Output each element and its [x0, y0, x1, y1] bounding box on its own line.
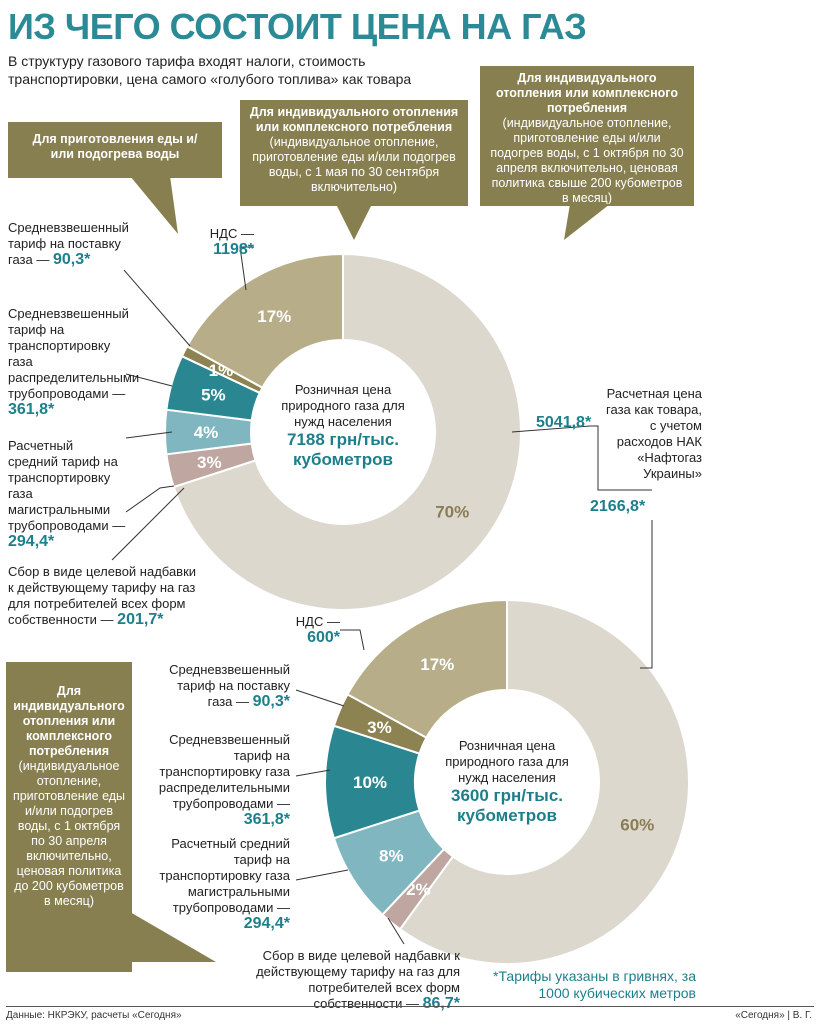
- top-vat-value: 1198*: [213, 241, 254, 258]
- chart1-label-market: 60%: [620, 815, 654, 834]
- market-label: Расчетная цена газа как товара, с учетом…: [606, 386, 702, 481]
- top-vat-text: НДС —: [209, 226, 254, 241]
- leader-line-3: [125, 485, 175, 513]
- leader-line-7: [640, 520, 653, 669]
- callout-summer: Для индивидуального отопления или компле…: [240, 100, 468, 206]
- market-top-value: 5041,8*: [536, 414, 592, 431]
- top-transmission-value: 294,4*: [8, 533, 55, 550]
- chart0-slice-market: [172, 252, 522, 611]
- callout-summer-pointer: [336, 204, 372, 240]
- leader-line-12: [387, 917, 405, 945]
- credit-text: «Сегодня» | В. Г.: [735, 1010, 812, 1021]
- top-supply-text: Средневзвешенный тариф на поставку газа …: [8, 220, 129, 267]
- callout-winter-under-pointer: [130, 912, 216, 962]
- leader-line-11: [295, 869, 349, 881]
- chart1-slice-market: [398, 598, 690, 965]
- leader-line-4: [125, 431, 173, 439]
- leader-line-8: [340, 629, 365, 651]
- top-levy-value: 201,7*: [117, 611, 164, 628]
- top-supply-value: 90,3*: [52, 251, 91, 268]
- top-vat-label: НДС — 1198*: [196, 226, 254, 258]
- callout-winter-over-body: (индивидуальное отопление, приготовление…: [490, 116, 684, 205]
- top-center: Розничная цена природного газа для нужд …: [268, 382, 418, 470]
- bottom-supply-label: Средневзвешенный тариф на поставку газа …: [150, 662, 290, 710]
- chart0-label-market: 70%: [435, 502, 469, 521]
- leader-line-2: [125, 373, 173, 387]
- bottom-center-label: Розничная цена природного газа для нужд …: [445, 738, 569, 785]
- leader-line-6: [511, 425, 652, 491]
- leader-line-1: [123, 269, 191, 347]
- page-subtitle: В структуру газового тарифа входят налог…: [8, 53, 412, 87]
- callout-winter-under-body: (индивидуальное отопление, приготовление…: [12, 759, 126, 908]
- bottom-transmission-value: 294,4*: [243, 915, 290, 932]
- chart1-label-supply: 3%: [367, 718, 392, 737]
- leader-line-0: [239, 246, 254, 291]
- chart0-label-levy: 3%: [197, 453, 222, 472]
- bottom-transmission-label: Расчетный средний тариф на транспортиров…: [156, 836, 290, 932]
- bottom-transmission-text: Расчетный средний тариф на транспортиров…: [159, 836, 290, 915]
- callout-winter-over: Для индивидуального отопления или компле…: [480, 66, 694, 206]
- bottom-distribution-text: Средневзвешенный тариф на транспортировк…: [158, 732, 290, 811]
- callout-winter-over-pointer: [564, 204, 610, 240]
- top-levy-text: Сбор в виде целевой надбавки к действующ…: [8, 564, 197, 627]
- chart1-hole: [416, 691, 598, 873]
- callout-summer-body: (индивидуальное отопление, приготовление…: [252, 135, 456, 194]
- top-transmission-text: Расчетный средний тариф на транспортиров…: [8, 438, 126, 533]
- top-levy-label: Сбор в виде целевой надбавки к действующ…: [8, 564, 204, 628]
- chart1-label-vat: 17%: [420, 655, 454, 674]
- top-center-value: 7188 грн/тыс. кубометров: [286, 430, 400, 469]
- top-distribution-label: Средневзвешенный тариф на транспортировк…: [8, 306, 139, 418]
- leader-line-9: [295, 689, 345, 707]
- callout-cooking-pointer: [130, 176, 178, 234]
- chart0-label-distribution: 5%: [201, 385, 226, 404]
- bottom-levy-value: 86,7*: [422, 995, 460, 1012]
- callout-summer-title: Для индивидуального отопления или компле…: [249, 105, 459, 134]
- bottom-supply-text: Средневзвешенный тариф на поставку газа …: [169, 662, 290, 709]
- bottom-levy-text: Сбор в виде целевой надбавки к действующ…: [256, 948, 460, 1011]
- bottom-distribution-value: 361,8*: [243, 811, 290, 828]
- chart1-slice-vat: [346, 598, 508, 740]
- chart1-label-distribution: 10%: [353, 773, 387, 792]
- bottom-center: Розничная цена природного газа для нужд …: [432, 738, 582, 826]
- bottom-levy-label: Сбор в виде целевой надбавки к действующ…: [228, 948, 460, 1012]
- chart0-label-transmission: 4%: [194, 423, 219, 442]
- bottom-distribution-label: Средневзвешенный тариф на транспортировк…: [138, 732, 290, 828]
- chart1-label-levy: 2%: [406, 880, 431, 899]
- page-title: ИЗ ЧЕГО СОСТОИТ ЦЕНА НА ГАЗ: [8, 6, 587, 47]
- callout-winter-over-title: Для индивидуального отопления или компле…: [496, 71, 678, 115]
- top-center-label: Розничная цена природного газа для нужд …: [281, 382, 405, 429]
- top-supply-label: Средневзвешенный тариф на поставку газа …: [8, 220, 129, 268]
- callout-winter-under: Для индивидуального отопления или компле…: [6, 662, 132, 972]
- chart0-label-vat: 17%: [257, 307, 291, 326]
- footer-divider: [6, 1006, 814, 1007]
- bottom-vat-text: НДС —: [295, 614, 340, 629]
- callout-cooking: Для приготовления еды и/или подогрева во…: [8, 122, 222, 178]
- chart0-slice-vat: [185, 252, 344, 390]
- source-text: Данные: НКРЭКУ, расчеты «Сегодня»: [6, 1010, 182, 1021]
- bottom-supply-value: 90,3*: [252, 693, 290, 710]
- top-distribution-value: 361,8*: [8, 401, 55, 418]
- top-transmission-label: Расчетный средний тариф на транспортиров…: [8, 438, 126, 550]
- bottom-vat-value: 600*: [307, 629, 340, 646]
- callout-winter-under-title: Для индивидуального отопления или компле…: [13, 684, 125, 758]
- tariff-note: *Тарифы указаны в гривнях, за 1000 кубич…: [493, 968, 696, 1001]
- top-distribution-text: Средневзвешенный тариф на транспортировк…: [8, 306, 140, 401]
- leader-line-10: [295, 769, 331, 777]
- bottom-center-value: 3600 грн/тыс. кубометров: [450, 786, 564, 825]
- leader-line-5: [111, 487, 185, 561]
- chart1-label-transmission: 8%: [379, 846, 404, 865]
- chart0-hole: [252, 341, 434, 523]
- market-bottom-value: 2166,8*: [590, 498, 646, 515]
- bottom-vat-label: НДС — 600*: [276, 614, 340, 646]
- callout-cooking-title: Для приготовления еды и/или подогрева во…: [32, 132, 198, 161]
